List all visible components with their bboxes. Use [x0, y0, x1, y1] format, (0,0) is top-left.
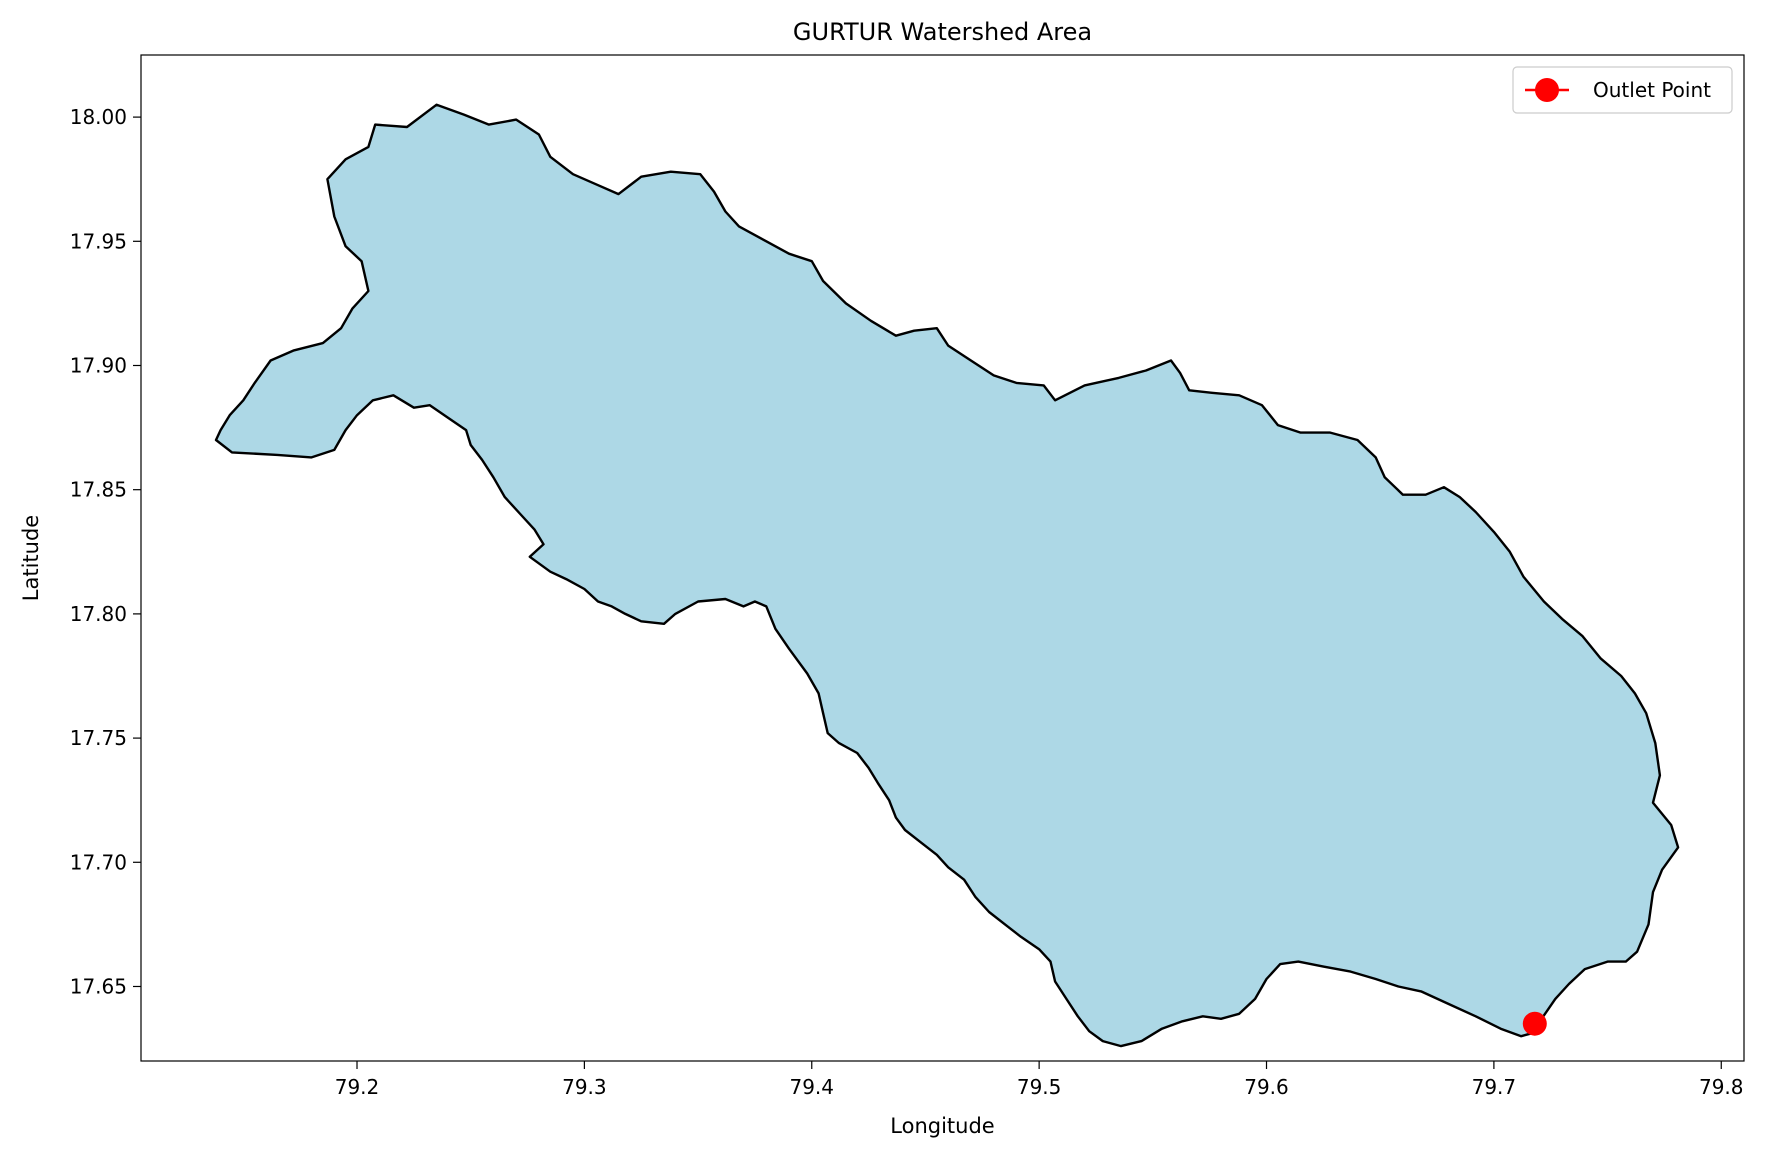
y-axis-label: Latitude: [19, 515, 43, 601]
y-axis-ticks: 17.65 17.70 17.75 17.80 17.85 17.90 17.95 18.00: [70, 105, 141, 998]
y-tick-label: 17.90: [70, 353, 127, 377]
x-tick-label: 79.4: [789, 1075, 834, 1099]
outlet-point-marker: [1522, 1011, 1547, 1036]
x-tick-label: 79.2: [335, 1075, 380, 1099]
chart-title: GURTUR Watershed Area: [793, 18, 1092, 46]
x-tick-label: 79.8: [1699, 1075, 1744, 1099]
map-layer: [214, 103, 1680, 1048]
x-tick-label: 79.3: [562, 1075, 607, 1099]
legend-entry-outlet-point: Outlet Point: [1593, 78, 1711, 102]
x-tick-label: 79.6: [1244, 1075, 1289, 1099]
watershed-polygon: [214, 103, 1680, 1048]
y-tick-label: 17.70: [70, 850, 127, 874]
x-axis-ticks: 79.2 79.3 79.4 79.5 79.6 79.7 79.8: [335, 1061, 1744, 1099]
x-tick-label: 79.5: [1017, 1075, 1062, 1099]
y-tick-label: 17.85: [70, 478, 127, 502]
y-tick-label: 18.00: [70, 105, 127, 129]
y-tick-label: 17.95: [70, 229, 127, 253]
y-tick-label: 17.80: [70, 602, 127, 626]
legend: Outlet Point: [1512, 66, 1733, 114]
axes-frame: [140, 54, 1745, 1062]
x-tick-label: 79.7: [1472, 1075, 1517, 1099]
legend-box: [1512, 66, 1733, 114]
x-axis-label: Longitude: [890, 1114, 994, 1138]
y-tick-label: 17.75: [70, 726, 127, 750]
y-tick-label: 17.65: [70, 974, 127, 998]
legend-outlet-marker: [1535, 78, 1559, 102]
